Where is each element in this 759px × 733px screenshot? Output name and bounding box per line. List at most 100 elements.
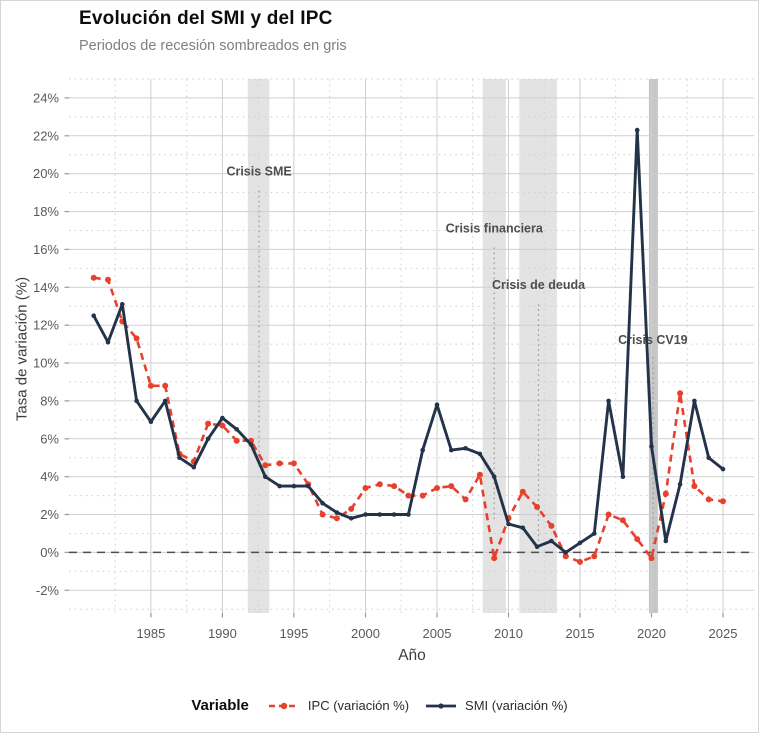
series-ipc (90, 274, 726, 565)
smi-point (477, 451, 483, 457)
x-tick-label: 2025 (709, 626, 738, 641)
ipc-point (476, 471, 483, 478)
smi-point (720, 466, 726, 472)
ipc-key-point (280, 702, 288, 709)
smi-point (620, 474, 626, 480)
ipc-point (333, 515, 340, 522)
ipc-point (233, 437, 240, 444)
ipc-point (147, 382, 154, 389)
ipc-point (548, 522, 555, 529)
smi-point (348, 516, 354, 521)
ipc-point (448, 483, 455, 490)
legend-item-smi: SMI (variación %) (424, 698, 568, 713)
smi-point (677, 481, 683, 487)
smi-point (305, 483, 311, 489)
smi-point (463, 446, 468, 451)
ipc-point (634, 536, 641, 543)
smi-point (363, 512, 368, 517)
ipc-point (691, 483, 698, 490)
smi-ipc-line-chart: Crisis SME Crisis financiera Crisis de deu… (33, 78, 754, 641)
ipc-point (348, 505, 355, 512)
chart-legend: Variable IPC (variación %) SMI (variació… (1, 697, 758, 714)
smi-point (105, 339, 111, 345)
smi-point (234, 427, 239, 432)
y-tick-label: 2% (40, 507, 59, 522)
y-tick-label: 6% (40, 431, 59, 446)
x-tick-label: 2010 (494, 626, 523, 641)
major-gridlines (69, 79, 754, 613)
ipc-point (290, 460, 297, 467)
ipc-point (605, 511, 612, 518)
x-tick-label: 1985 (136, 626, 165, 641)
smi-point (377, 512, 383, 517)
smi-point (663, 538, 669, 544)
axis-tick-marks (64, 97, 724, 618)
y-tick-label: 18% (33, 204, 59, 219)
ipc-point (562, 553, 569, 560)
smi-point (634, 127, 640, 133)
smi-point (606, 398, 611, 404)
ipc-point (720, 498, 726, 505)
smi-point (706, 455, 711, 461)
recession-bands (247, 79, 658, 613)
smi-point (449, 447, 454, 453)
smi-point (391, 512, 397, 517)
annotations: Crisis SME Crisis financiera Crisis de deu… (226, 165, 688, 546)
smi-key-point (438, 702, 444, 709)
legend-item-ipc: IPC (variación %) (267, 698, 409, 713)
ipc-point (133, 335, 140, 342)
smi-point (549, 538, 554, 544)
ipc-point (619, 517, 626, 524)
smi-point (120, 302, 125, 307)
annotation-label: Crisis de deuda (492, 278, 586, 292)
annotation-label: Crisis financiera (446, 221, 544, 235)
x-tick-label: 2005 (423, 626, 452, 641)
y-tick-label: 0% (40, 545, 59, 560)
y-tick-label: 12% (33, 318, 59, 333)
x-tick-label: 2020 (637, 626, 666, 641)
y-tick-label: -2% (36, 583, 60, 598)
smi-point (520, 525, 526, 531)
y-tick-label: 10% (33, 356, 59, 371)
ipc-point (491, 555, 498, 562)
smi-point (148, 419, 154, 425)
ipc-point (362, 485, 369, 491)
ipc-point (319, 511, 326, 518)
ipc-point (434, 485, 440, 491)
smi-point (191, 464, 197, 470)
x-tick-label: 1995 (279, 626, 308, 641)
ipc-point (662, 490, 669, 497)
ipc-point (591, 553, 598, 560)
y-tick-labels: -2% 0% 2% 4% 6% 8% 10% 12% 14% 16% 18% 20% 22% 24% (33, 90, 59, 597)
annotation-label: Crisis SME (226, 165, 291, 179)
ipc-point (419, 492, 426, 499)
recession-band (482, 79, 506, 613)
ipc-point (276, 460, 283, 467)
recession-band (648, 79, 658, 613)
smi-point (420, 447, 426, 453)
series-smi (91, 127, 726, 555)
smi-point (491, 474, 497, 480)
ipc-legend-key-icon (268, 702, 299, 709)
ipc-point (705, 496, 712, 503)
ipc-point (90, 274, 97, 281)
smi-point (577, 540, 583, 546)
legend-title: Variable (191, 697, 249, 714)
ipc-point (262, 462, 269, 469)
smi-legend-key-icon (426, 702, 457, 709)
y-tick-label: 24% (33, 90, 59, 105)
ipc-point (577, 558, 583, 565)
ipc-point (462, 496, 469, 503)
y-tick-label: 20% (33, 166, 59, 181)
smi-point (277, 483, 282, 489)
ipc-point (391, 483, 398, 490)
ipc-point (376, 481, 383, 488)
smi-point (162, 398, 168, 404)
x-tick-labels: 1985 1990 1995 2000 2005 2010 2015 2020 2025 (136, 626, 737, 641)
smi-point (220, 415, 225, 421)
y-tick-label: 14% (33, 280, 59, 295)
chart-title: Evolución del SMI y del IPC (79, 8, 333, 29)
legend-label-ipc: IPC (variación %) (307, 698, 410, 713)
smi-point (134, 398, 139, 404)
